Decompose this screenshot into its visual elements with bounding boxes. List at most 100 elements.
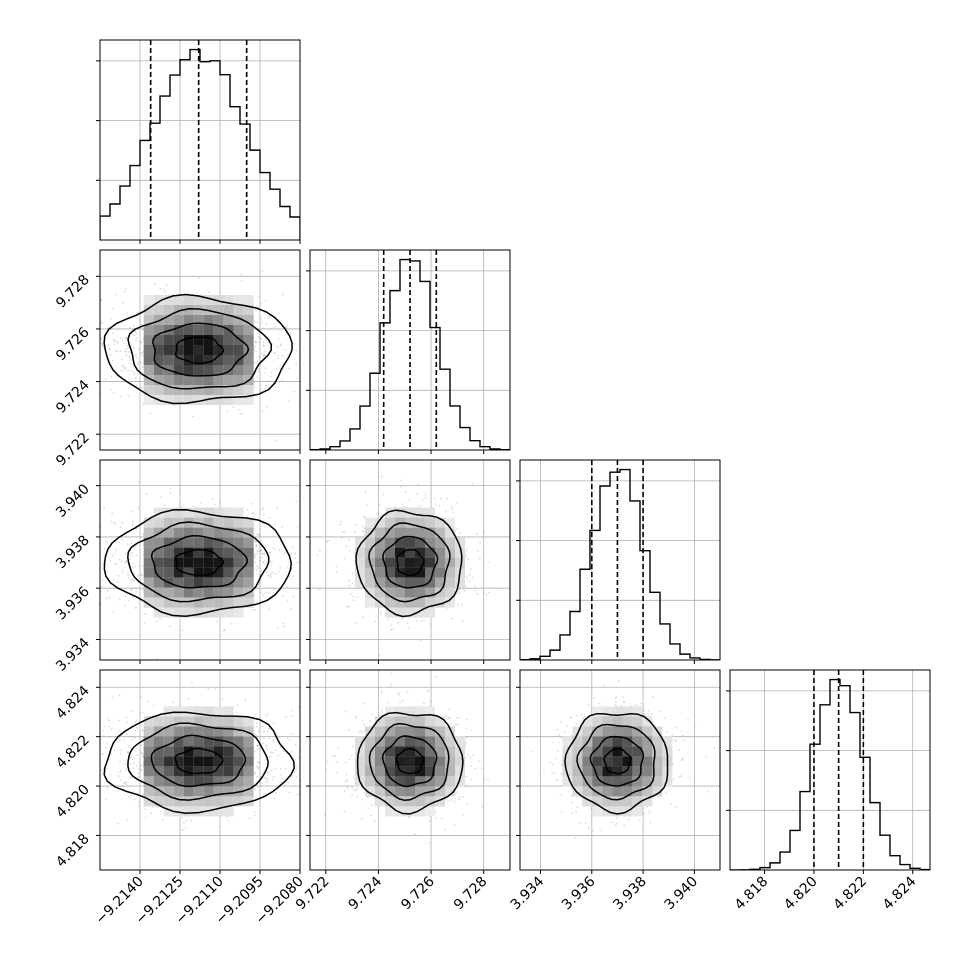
scatter-point: [266, 385, 268, 387]
density-cell: [204, 756, 214, 766]
scatter-point: [340, 521, 342, 523]
scatter-point: [102, 346, 104, 348]
scatter-point: [275, 792, 277, 794]
scatter-point: [240, 413, 242, 415]
scatter-point: [125, 596, 127, 598]
scatter-point: [127, 574, 129, 576]
scatter-point: [295, 350, 297, 352]
scatter-point: [287, 600, 289, 602]
scatter-point: [305, 345, 307, 347]
scatter-point: [174, 248, 176, 250]
scatter-point: [114, 736, 116, 738]
scatter-point: [302, 357, 304, 359]
scatter-point: [257, 368, 259, 370]
scatter-point: [122, 366, 124, 368]
scatter-point: [140, 764, 142, 766]
scatter-point: [260, 782, 262, 784]
scatter-point: [254, 554, 256, 556]
scatter-point: [126, 722, 128, 724]
scatter-point: [267, 713, 269, 715]
scatter-point: [52, 762, 54, 764]
density-cell: [154, 355, 164, 365]
scatter-point: [141, 753, 143, 755]
density-cell: [425, 608, 435, 618]
scatter-point: [266, 545, 268, 547]
density-cell: [144, 528, 154, 538]
scatter-point: [257, 322, 259, 324]
scatter-point: [220, 502, 222, 504]
scatter-point: [261, 726, 263, 728]
scatter-point: [269, 756, 271, 758]
scatter-point: [140, 387, 142, 389]
scatter-point: [345, 545, 347, 547]
scatter-point: [118, 740, 120, 742]
scatter-point: [130, 327, 132, 329]
scatter-point: [472, 483, 474, 485]
scatter-point: [81, 771, 83, 773]
density-cell: [144, 568, 154, 578]
density-cell: [204, 558, 214, 568]
scatter-point: [265, 777, 267, 779]
scatter-point: [262, 509, 264, 511]
scatter-point: [254, 540, 256, 542]
scatter-point: [150, 812, 152, 814]
scatter-point: [136, 384, 138, 386]
scatter-point: [251, 503, 253, 505]
density-cell: [184, 736, 194, 746]
scatter-point: [267, 772, 269, 774]
scatter-point: [266, 571, 268, 573]
scatter-point: [282, 355, 284, 357]
scatter-point: [366, 504, 368, 506]
density-cell: [164, 756, 174, 766]
scatter-point: [258, 341, 260, 343]
scatter-point: [287, 586, 289, 588]
scatter-point: [159, 618, 161, 620]
scatter-point: [136, 312, 138, 314]
scatter-point: [336, 571, 338, 573]
scatter-point: [295, 744, 297, 746]
scatter-point: [282, 623, 284, 625]
scatter-point: [191, 820, 193, 822]
density-cell: [164, 345, 174, 355]
scatter-point: [479, 542, 481, 544]
scatter-point: [272, 380, 274, 382]
scatter-point: [461, 604, 463, 606]
scatter-point: [381, 476, 383, 478]
scatter-point: [280, 747, 282, 749]
scatter-point: [101, 342, 103, 344]
scatter-panel-2-0: [56, 460, 383, 664]
panel-content: [52, 670, 358, 870]
scatter-point: [252, 609, 254, 611]
scatter-point: [269, 575, 271, 577]
scatter-point: [261, 270, 263, 272]
scatter-point: [260, 318, 262, 320]
scatter-point: [380, 611, 382, 613]
density-cell: [154, 598, 164, 608]
scatter-point: [139, 362, 141, 364]
scatter-point: [107, 590, 109, 592]
scatter-point: [255, 351, 257, 353]
density-cell: [194, 766, 204, 776]
scatter-point: [132, 758, 134, 760]
density-cell: [224, 766, 234, 776]
scatter-point: [289, 333, 291, 335]
density-cell: [385, 598, 395, 608]
scatter-point: [119, 771, 121, 773]
scatter-point: [303, 757, 305, 759]
scatter-point: [271, 562, 273, 564]
scatter-point: [133, 762, 135, 764]
scatter-point: [138, 805, 140, 807]
scatter-point: [123, 369, 125, 371]
scatter-point: [132, 523, 134, 525]
scatter-point: [138, 380, 140, 382]
scatter-point: [137, 364, 139, 366]
scatter-point: [83, 759, 85, 761]
scatter-point: [307, 559, 309, 561]
scatter-point: [317, 769, 319, 771]
scatter-point: [124, 605, 126, 607]
scatter-point: [136, 766, 138, 768]
scatter-point: [129, 763, 131, 765]
scatter-point: [265, 759, 267, 761]
scatter-point: [352, 583, 354, 585]
scatter-point: [405, 491, 407, 493]
